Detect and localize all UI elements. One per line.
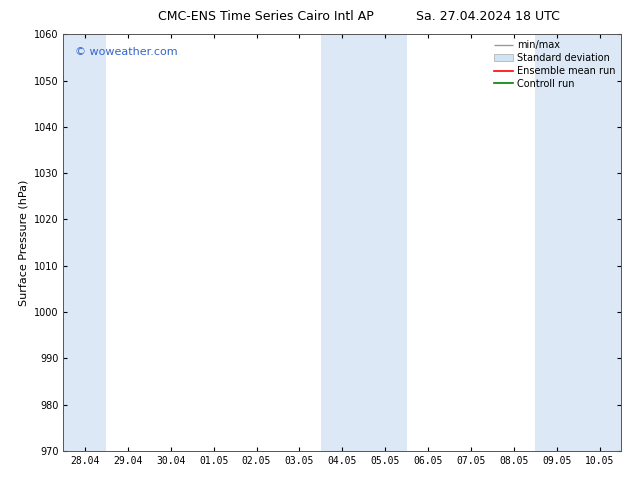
Legend: min/max, Standard deviation, Ensemble mean run, Controll run: min/max, Standard deviation, Ensemble me… [489,36,619,93]
Bar [63,34,107,451]
Y-axis label: Surface Pressure (hPa): Surface Pressure (hPa) [18,179,29,306]
Bar [321,34,407,451]
Text: CMC-ENS Time Series Cairo Intl AP: CMC-ENS Time Series Cairo Intl AP [158,10,374,23]
Text: Sa. 27.04.2024 18 UTC: Sa. 27.04.2024 18 UTC [417,10,560,23]
Bar [536,34,621,451]
Text: © woweather.com: © woweather.com [75,47,177,57]
